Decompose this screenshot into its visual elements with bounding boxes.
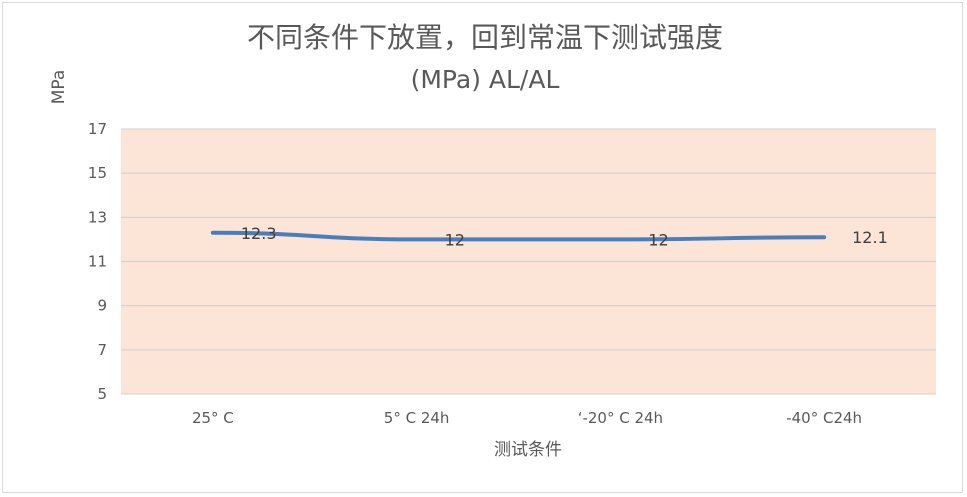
x-axis-label: 测试条件 — [494, 440, 562, 460]
x-tick-label: -40° C24h — [786, 409, 862, 427]
y-axis-label: MPa — [49, 70, 69, 105]
data-label: 12.3 — [241, 224, 277, 243]
gridlines — [121, 128, 936, 395]
y-tick-label: 13 — [88, 208, 107, 226]
x-tick-label: 5° C 24h — [384, 409, 450, 427]
data-label: 12 — [445, 230, 465, 249]
series-line — [210, 230, 827, 242]
chart-subtitle: (MPa) AL/AL — [411, 65, 560, 94]
y-tick-label: 15 — [88, 164, 107, 182]
series-layer — [210, 230, 827, 242]
line-chart: 不同条件下放置，回到常温下测试强度 (MPa) AL/AL MPa 测试条件 5… — [49, 21, 936, 460]
y-tick-label: 17 — [88, 120, 107, 138]
x-axis-ticks: 25° C 5° C 24h ‘-20° C 24h -40° C24h — [192, 409, 862, 427]
data-label: 12.1 — [852, 228, 888, 247]
data-labels: 12.3 12 12 12.1 — [241, 224, 888, 250]
data-label: 12 — [648, 230, 668, 249]
y-tick-label: 9 — [97, 297, 107, 315]
y-tick-label: 5 — [97, 385, 107, 403]
y-tick-label: 7 — [97, 341, 107, 359]
x-tick-label: ‘-20° C 24h — [578, 409, 663, 427]
y-tick-label: 11 — [88, 253, 107, 271]
x-tick-label: 25° C — [192, 409, 234, 427]
chart-title: 不同条件下放置，回到常温下测试强度 — [247, 21, 723, 54]
y-axis-ticks: 5 7 9 11 13 15 17 — [88, 120, 107, 403]
